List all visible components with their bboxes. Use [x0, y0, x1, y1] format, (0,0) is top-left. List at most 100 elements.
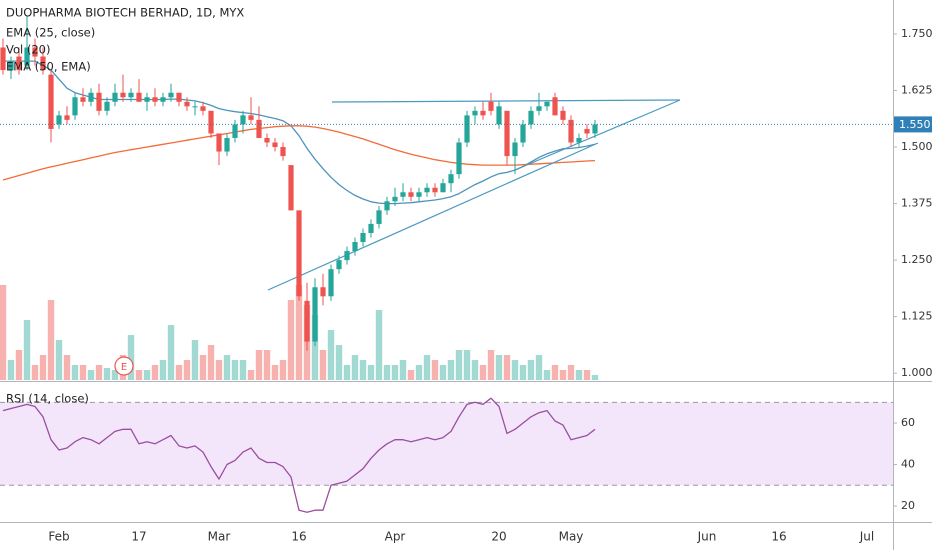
- x-tick-label: Feb: [48, 530, 69, 544]
- volume-pane: [0, 285, 599, 380]
- volume-bar: [535, 355, 543, 380]
- volume-bar: [447, 360, 455, 380]
- legend-rsi[interactable]: RSI (14, close): [6, 392, 89, 406]
- volume-bar: [23, 320, 31, 380]
- volume-bar: [583, 370, 591, 380]
- candle-body: [536, 106, 542, 111]
- volume-bar: [487, 350, 495, 380]
- x-tick-label: Apr: [385, 530, 406, 544]
- rsi-line: [2, 397, 596, 513]
- volume-bar: [215, 360, 223, 380]
- candle-body: [408, 192, 414, 197]
- candle-body: [352, 242, 358, 252]
- candle-body: [552, 97, 558, 116]
- volume-bar: [439, 365, 447, 380]
- volume-bar: [383, 365, 391, 380]
- candle-body: [576, 137, 582, 143]
- candle-body: [320, 287, 326, 297]
- legend-ema25[interactable]: EMA (25, close): [6, 26, 95, 40]
- x-tick-label: May: [559, 530, 584, 544]
- legend-ema50[interactable]: EMA (50, EMA): [6, 60, 91, 74]
- volume-bar: [559, 370, 567, 380]
- rsi-band: [0, 402, 893, 486]
- ema-lines: [2, 60, 596, 205]
- candle-body: [568, 119, 574, 143]
- volume-bar: [567, 365, 575, 380]
- volume-bar: [287, 300, 295, 380]
- candle-body: [288, 165, 294, 211]
- volume-bar: [247, 370, 255, 380]
- volume-bar: [127, 335, 135, 380]
- candle-body: [264, 137, 270, 143]
- candle-body: [240, 115, 246, 125]
- y-tick-label: 20: [901, 499, 915, 512]
- candle-body: [472, 110, 478, 116]
- volume-bar: [391, 365, 399, 380]
- candle-body: [0, 47, 6, 71]
- x-tick-label: 17: [131, 530, 146, 544]
- volume-bar: [143, 370, 151, 380]
- trend-lines: [267, 99, 681, 291]
- candle-body: [336, 260, 342, 270]
- candle-body: [512, 142, 518, 157]
- candle-body: [192, 106, 198, 108]
- candle-body: [400, 192, 406, 197]
- y-tick-label: 60: [901, 416, 915, 429]
- volume-bar: [183, 360, 191, 380]
- last-price-label: 1.550: [899, 118, 931, 131]
- ema-line: [3, 60, 596, 205]
- volume-bar: [199, 355, 207, 380]
- candle-body: [384, 201, 390, 211]
- volume-bar: [279, 360, 287, 380]
- candle-body: [488, 101, 494, 111]
- candle-body: [584, 128, 590, 134]
- earnings-label[interactable]: E: [121, 362, 127, 373]
- x-tick-label: 16: [291, 530, 306, 544]
- candle-body: [432, 187, 438, 193]
- candle-body: [544, 101, 550, 107]
- volume-bar: [495, 355, 503, 380]
- volume-bar: [343, 365, 351, 380]
- volume-bar: [591, 375, 599, 380]
- y-tick-label: 1.750: [901, 27, 932, 40]
- candle-body: [168, 92, 174, 98]
- volume-bar: [255, 350, 263, 380]
- x-tick-label: Jul: [859, 530, 874, 544]
- volume-bar: [63, 355, 71, 380]
- volume-bar: [375, 310, 383, 380]
- candle-body: [88, 92, 94, 102]
- volume-bar: [71, 365, 79, 380]
- volume-bar: [7, 360, 15, 380]
- earnings-circle[interactable]: [114, 356, 134, 376]
- candle-body: [200, 106, 206, 111]
- candle-body: [184, 101, 190, 107]
- volume-bar: [167, 325, 175, 380]
- candle-body: [16, 56, 22, 71]
- volume-bar: [175, 365, 183, 380]
- ema-line: [2, 125, 596, 181]
- candle-body: [96, 92, 102, 111]
- candle-body: [272, 142, 278, 148]
- candle-body: [328, 269, 334, 297]
- volume-bar: [319, 350, 327, 380]
- candle-body: [304, 300, 310, 342]
- y-tick-label: 1.625: [901, 83, 932, 96]
- earnings-marker[interactable]: E: [114, 356, 134, 376]
- candle-body: [80, 97, 86, 102]
- volume-bar: [327, 330, 335, 380]
- volume-bar: [95, 365, 103, 380]
- candle-body: [560, 110, 566, 120]
- x-tick-label: Mar: [208, 530, 231, 544]
- volume-bar: [207, 345, 215, 380]
- legend-volume[interactable]: Vol (20): [6, 43, 50, 57]
- rsi-pane: [0, 397, 893, 513]
- candle-body: [208, 110, 214, 134]
- candle-body: [528, 110, 534, 125]
- volume-bar: [463, 350, 471, 380]
- candle-body: [128, 92, 134, 98]
- candle-body: [232, 124, 238, 138]
- trend-line: [331, 99, 681, 103]
- volume-bar: [575, 370, 583, 380]
